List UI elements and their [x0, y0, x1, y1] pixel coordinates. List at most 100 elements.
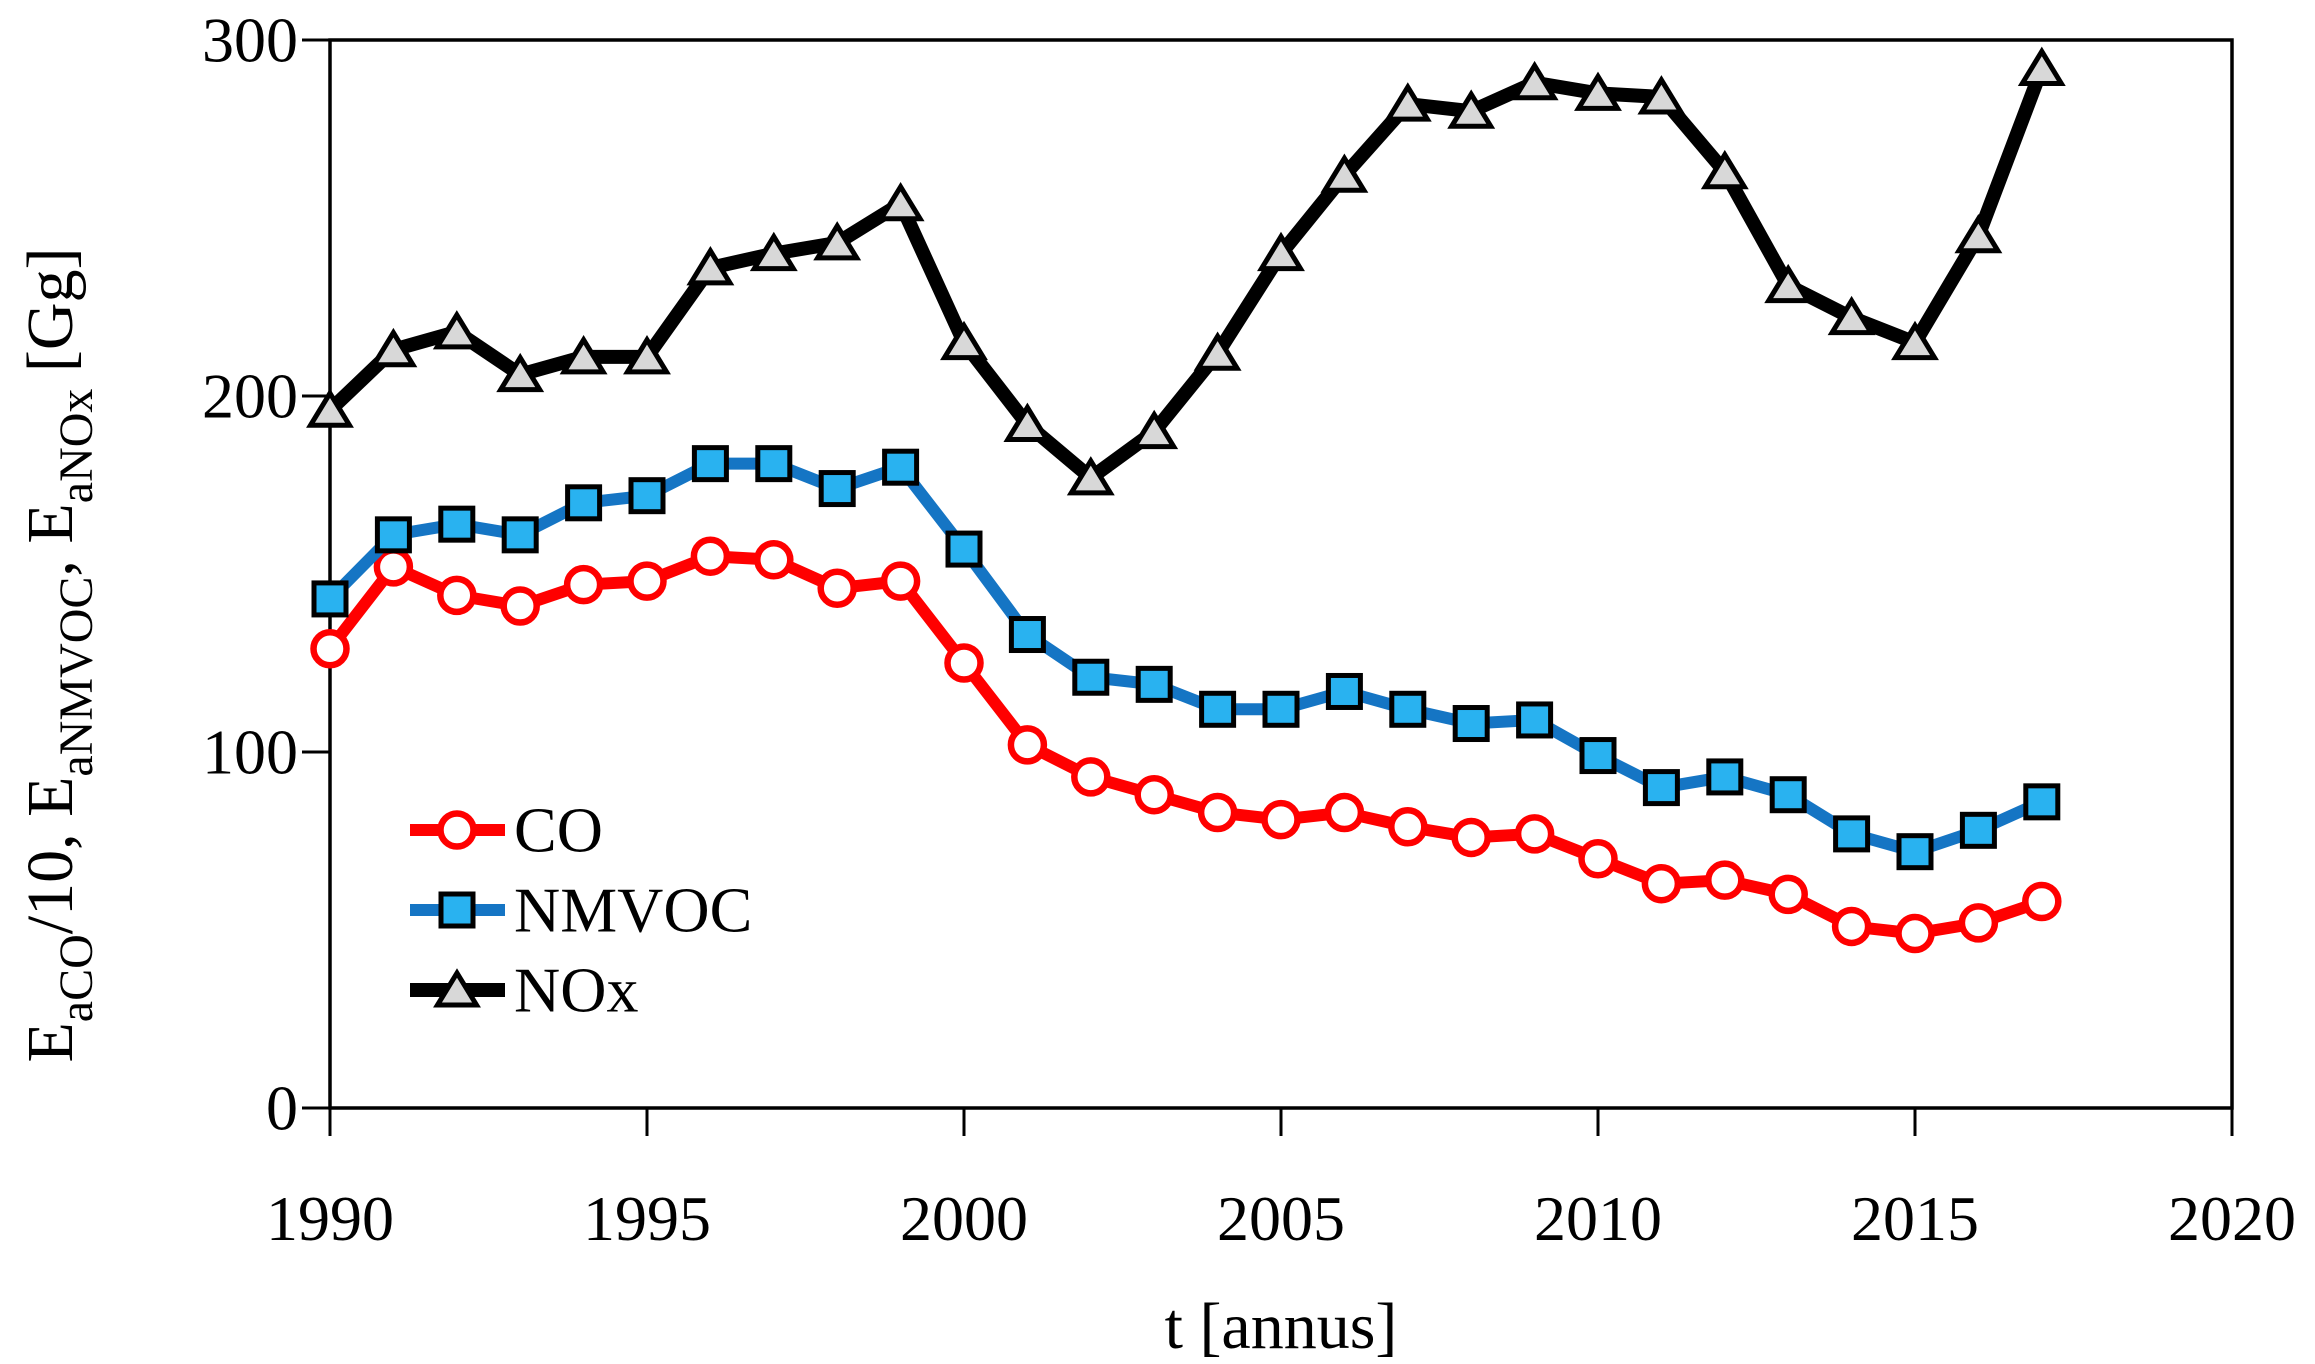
series-CO-marker-2000: [944, 643, 984, 683]
x-tick-label: 2010: [1534, 1183, 1662, 1254]
series-NOx-marker-1994: [559, 335, 608, 375]
series-NOx-marker-2015: [1891, 320, 1939, 361]
series-CO-line: [325, 550, 2044, 940]
series-NMVOC-marker-1999: [882, 448, 920, 486]
series-CO-marker-2017: [2022, 881, 2062, 922]
x-tick-label: 2000: [900, 1183, 1028, 1254]
series-CO-marker-1996: [690, 536, 731, 576]
series-NMVOC-marker-2005: [1262, 690, 1300, 728]
series-CO-marker-2008: [1451, 817, 1491, 858]
series-NMVOC-marker-2013: [1769, 776, 1807, 814]
legend-item-NOx: NOx: [410, 955, 638, 1026]
series-CO-marker-2013: [1768, 874, 1808, 915]
series-NMVOC-marker-1997: [755, 445, 793, 483]
series-NMVOC-marker-2017: [2023, 783, 2061, 821]
series-CO-marker-2001: [1007, 725, 1048, 765]
y-axis-title: EaCO/10, EaNMVOC, EaNOx [Gg]: [14, 247, 103, 1062]
series-CO-marker-1990: [310, 629, 350, 669]
series-CO-marker-2015: [1895, 913, 1935, 954]
series-NMVOC-marker-2014: [1833, 815, 1871, 853]
series-NMVOC-marker-2016: [1959, 811, 1997, 849]
series-NOx-marker-2008: [1447, 89, 1496, 129]
x-axis-title: t [annus]: [1165, 1290, 1398, 1363]
legend-item-CO: CO: [410, 795, 603, 866]
series-NMVOC-marker-2001: [1008, 616, 1046, 654]
series-NOx-marker-2004: [1193, 331, 1242, 371]
series-CO-marker-2003: [1134, 774, 1174, 815]
legend: CO NMVOC NOx: [410, 795, 752, 1026]
series-NOx-marker-2012: [1700, 149, 1749, 190]
series-NOx-marker-1995: [623, 335, 671, 375]
series-CO-marker-2009: [1514, 814, 1555, 854]
y-tick-label: 300: [202, 5, 298, 76]
series-NMVOC-marker-1994: [565, 484, 603, 522]
series-CO-marker-2012: [1705, 860, 1745, 900]
series-NMVOC-marker-2011: [1642, 769, 1680, 807]
series-CO-marker-1995: [627, 561, 667, 601]
series-NOx-marker-2000: [940, 320, 988, 361]
legend-label: CO: [514, 795, 603, 866]
series-NMVOC-marker-legend: [438, 891, 476, 929]
x-tick-label: 2015: [1851, 1183, 1979, 1254]
series-NMVOC-marker-2000: [945, 530, 983, 568]
series-NOx-marker-2001: [1003, 402, 1052, 442]
series-CO-marker-2010: [1578, 839, 1618, 879]
series-NMVOC-marker-2012: [1706, 758, 1744, 796]
plot-frame: [328, 38, 2234, 1110]
series-CO-marker-2002: [1071, 757, 1111, 797]
series-NOx-marker-2007: [1383, 82, 1432, 122]
series-NOx-marker-1993: [496, 352, 545, 393]
series-CO-marker-2005: [1261, 799, 1301, 840]
series-NOx-marker-2016: [1954, 213, 2003, 254]
series-CO-marker-1992: [437, 575, 477, 616]
series-NMVOC-marker-1992: [438, 505, 476, 543]
series-NMVOC-line: [325, 457, 2045, 858]
x-tick-label: 2005: [1217, 1183, 1345, 1254]
series-NOx-marker-legend: [433, 968, 481, 1008]
series-CO: [310, 536, 2062, 954]
series-NMVOC-marker-1991: [374, 516, 412, 554]
series-NMVOC-marker-2007: [1389, 690, 1427, 728]
series-NOx-marker-1991: [369, 327, 418, 368]
series-CO-marker-2007: [1388, 807, 1428, 847]
series-NMVOC-marker-1990: [311, 580, 349, 618]
series-NOx-marker-1996: [686, 246, 735, 286]
series-NOx-marker-2017: [2017, 46, 2066, 86]
series-NOx-marker-2002: [1066, 456, 1115, 496]
series-NOx-line: [325, 65, 2049, 487]
series-CO-marker-1999: [880, 561, 921, 601]
series-NMVOC-marker-2002: [1072, 658, 1110, 696]
series-CO-marker-2016: [1958, 903, 1999, 943]
series-NOx-marker-1992: [432, 310, 481, 350]
series-NMVOC-marker-2003: [1135, 665, 1173, 703]
series-NMVOC: [311, 445, 2061, 871]
x-tick-label: 2020: [2168, 1183, 2296, 1254]
series-NOx-marker-2011: [1637, 75, 1686, 115]
y-tick-label: 200: [202, 361, 298, 432]
series-CO-marker-2004: [1197, 792, 1238, 833]
series-CO-marker-2014: [1831, 906, 1872, 947]
series-NMVOC-marker-2015: [1896, 833, 1934, 871]
series-NOx-marker-1990: [306, 388, 354, 428]
y-tick-label: 0: [266, 1073, 298, 1144]
series-NOx-marker-2005: [1257, 231, 1305, 272]
series-CO-marker-1998: [817, 568, 857, 608]
series-NMVOC-marker-1998: [818, 470, 856, 508]
series-NMVOC-marker-1995: [628, 477, 666, 515]
series-NMVOC-marker-2009: [1516, 701, 1554, 739]
series-NOx-marker-2003: [1130, 409, 1179, 450]
x-tick-label: 1995: [583, 1183, 711, 1254]
series-CO-marker-1991: [373, 547, 414, 587]
y-tick-label: 100: [202, 717, 298, 788]
series-CO-marker-2006: [1324, 792, 1365, 833]
series-CO-marker-1997: [754, 540, 794, 580]
series-NMVOC-marker-2006: [1325, 672, 1363, 710]
series-NOx-marker-2010: [1574, 71, 1622, 111]
series-NOx-marker-2006: [1320, 153, 1369, 193]
series-NMVOC-marker-2010: [1579, 737, 1617, 775]
series-CO-marker-legend: [437, 810, 477, 850]
series-NMVOC-marker-1996: [691, 445, 729, 483]
series-NMVOC-marker-2004: [1199, 690, 1237, 728]
